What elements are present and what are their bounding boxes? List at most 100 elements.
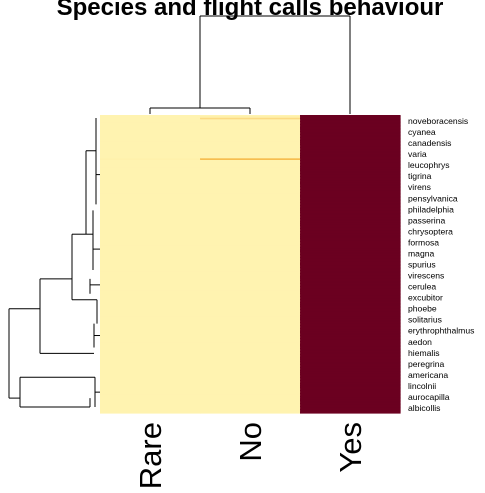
heatmap-cell: [300, 317, 401, 320]
heatmap-cell: [100, 337, 201, 340]
heatmap-cell: [200, 381, 301, 384]
heatmap-cell: [300, 303, 401, 306]
heatmap-cell: [200, 248, 301, 251]
heatmap-cell: [300, 237, 401, 241]
heatmap-cell: [100, 356, 201, 359]
heatmap-cell: [100, 384, 201, 387]
heatmap-cell: [200, 120, 301, 123]
heatmap-cell: [300, 363, 401, 366]
heatmap-cell: [100, 353, 201, 356]
heatmap-cell: [200, 404, 301, 407]
heatmap-cell: [200, 204, 301, 207]
heatmap-cell: [200, 392, 301, 395]
heatmap-cell: [300, 359, 401, 362]
heatmap-cell: [300, 318, 401, 322]
heatmap-cell: [100, 333, 201, 336]
heatmap-cell: [100, 375, 201, 378]
heatmap-cell: [300, 158, 401, 161]
heatmap-cell: [300, 132, 401, 135]
heatmap-cell: [100, 232, 201, 235]
heatmap-cell: [300, 156, 401, 159]
heatmap-cell: [200, 135, 301, 138]
heatmap-cell: [300, 392, 401, 395]
heatmap-cell: [100, 352, 201, 355]
heatmap-cell: [100, 397, 201, 400]
heatmap-cell: [100, 193, 201, 196]
heatmap-cell: [300, 308, 401, 311]
heatmap-cell: [300, 369, 401, 372]
heatmap-cell: [200, 340, 301, 343]
heatmap-cell: [200, 358, 301, 361]
heatmap-cell: [200, 386, 301, 390]
heatmap-cell: [100, 248, 201, 251]
heatmap-cell: [300, 376, 401, 379]
heatmap-cell: [200, 253, 301, 256]
heatmap-cell: [200, 384, 301, 387]
heatmap-cell: [200, 379, 301, 382]
heatmap-cell: [200, 278, 301, 281]
heatmap-cell: [300, 135, 401, 138]
heatmap-cell: [300, 381, 401, 384]
heatmap-cell: [200, 182, 301, 186]
heatmap-cell: [200, 168, 301, 171]
heatmap-cell: [100, 318, 201, 322]
heatmap-cell: [200, 269, 301, 272]
heatmap-cell: [200, 279, 301, 282]
heatmap-cell: [200, 305, 301, 308]
heatmap-cell: [100, 365, 201, 368]
heatmap-cell: [200, 342, 301, 345]
heatmap-cell: [300, 386, 401, 390]
heatmap-cell: [200, 252, 301, 255]
row-label: chrysoptera: [408, 226, 453, 236]
heatmap-cell: [100, 188, 201, 191]
heatmap-cell: [300, 384, 401, 387]
heatmap-cell: [100, 117, 201, 120]
heatmap-cell: [300, 282, 401, 285]
heatmap-cell: [300, 152, 401, 155]
heatmap-cell: [300, 321, 401, 324]
heatmap-cell: [200, 222, 301, 225]
heatmap-cell: [300, 265, 401, 268]
heatmap-cell: [100, 297, 201, 300]
heatmap-cell: [100, 379, 201, 382]
heatmap-cell: [300, 375, 401, 378]
heatmap-cell: [100, 240, 201, 243]
row-label: canadensis: [408, 138, 451, 148]
heatmap-cell: [300, 399, 401, 403]
heatmap-cell: [300, 313, 401, 316]
heatmap-cell: [100, 255, 201, 258]
heatmap-cell: [200, 311, 301, 314]
heatmap-cell: [100, 342, 201, 345]
heatmap-cell: [200, 146, 301, 149]
heatmap-cell: [200, 261, 301, 264]
heatmap-cell: [100, 139, 201, 142]
heatmap-cell: [200, 133, 301, 136]
heatmap-cell: [300, 294, 401, 297]
heatmap-cell: [300, 389, 401, 392]
heatmap-cell: [300, 391, 401, 394]
heatmap-cell: [100, 363, 201, 366]
heatmap-cell: [300, 298, 401, 301]
heatmap-cell: [100, 196, 201, 199]
heatmap-cell: [300, 373, 401, 376]
heatmap-cell: [200, 399, 301, 403]
heatmap-cell: [200, 129, 301, 132]
heatmap-cell: [300, 269, 401, 272]
heatmap-cell: [100, 133, 201, 136]
heatmap-cell: [300, 408, 401, 411]
heatmap-cell: [300, 264, 401, 267]
heatmap-cell: [100, 126, 201, 129]
heatmap-cell: [300, 301, 401, 304]
row-label: solitarius: [408, 315, 442, 325]
heatmap-cell: [200, 281, 301, 284]
heatmap-cell: [200, 298, 301, 301]
heatmap-cell: [200, 243, 301, 246]
heatmap-cell: [300, 345, 401, 348]
heatmap-cell: [200, 230, 301, 233]
heatmap-cell: [200, 304, 301, 307]
heatmap-cell: [100, 198, 201, 201]
heatmap-cell: [300, 129, 401, 132]
heatmap-cell: [300, 249, 401, 252]
heatmap-cell: [200, 313, 301, 316]
heatmap-cell: [300, 188, 401, 191]
